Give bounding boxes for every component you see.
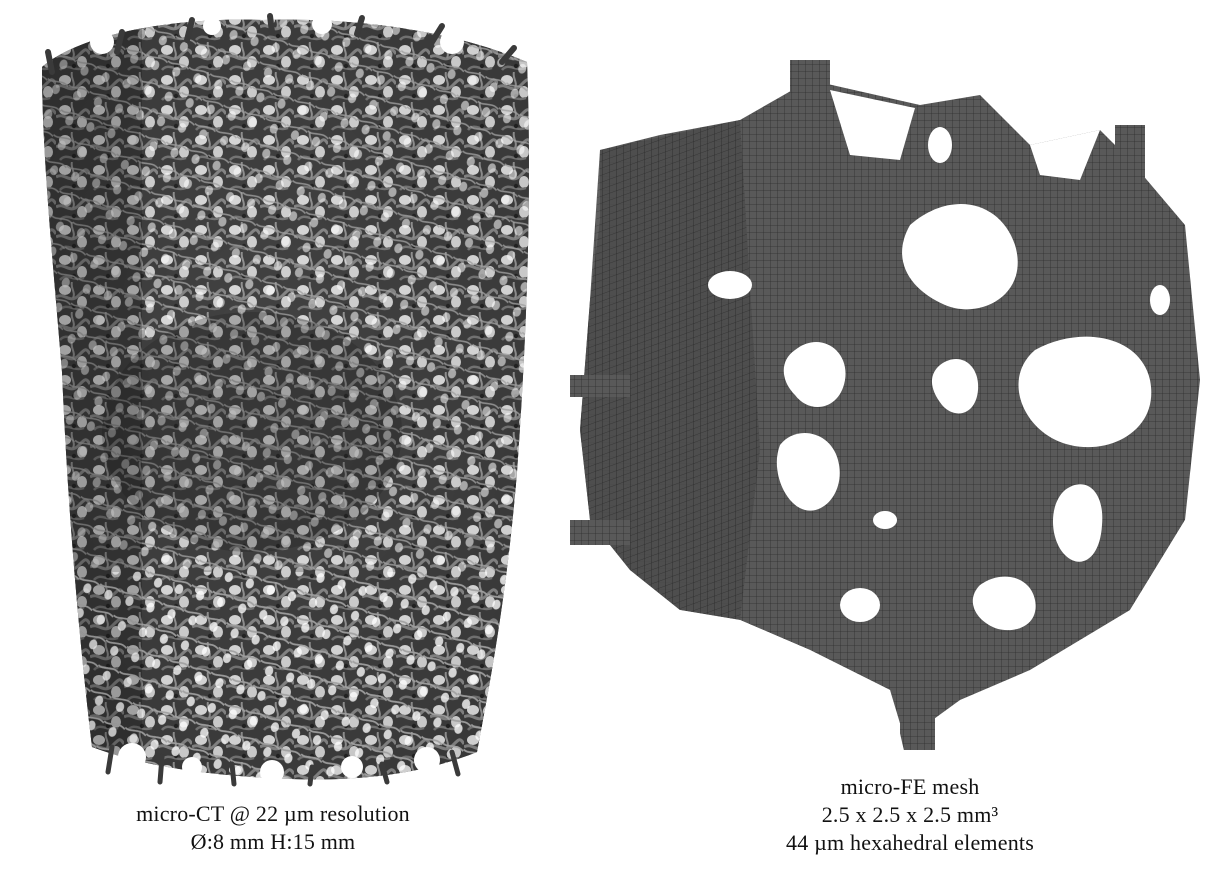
micro-ct-caption-line-1: micro-CT @ 22 µm resolution [136,801,410,826]
micro-fe-caption-line-3: 44 µm hexahedral elements [786,830,1034,855]
micro-fe-caption-line-1: micro-FE mesh [840,774,980,799]
micro-ct-caption-line-2: Ø:8 mm H:15 mm [190,829,356,854]
micro-ct-image [42,13,529,787]
micro-fe-caption-line-2: 2.5 x 2.5 x 2.5 mm³ [821,802,999,827]
micro-fe-caption: micro-FE mesh 2.5 x 2.5 x 2.5 mm³ 44 µm … [760,773,1060,857]
micro-ct-caption: micro-CT @ 22 µm resolution Ø:8 mm H:15 … [78,800,468,856]
micro-fe-mesh-rendering [560,50,1210,755]
micro-fe-mesh-image [560,60,1210,755]
micro-ct-rendering [22,12,557,787]
